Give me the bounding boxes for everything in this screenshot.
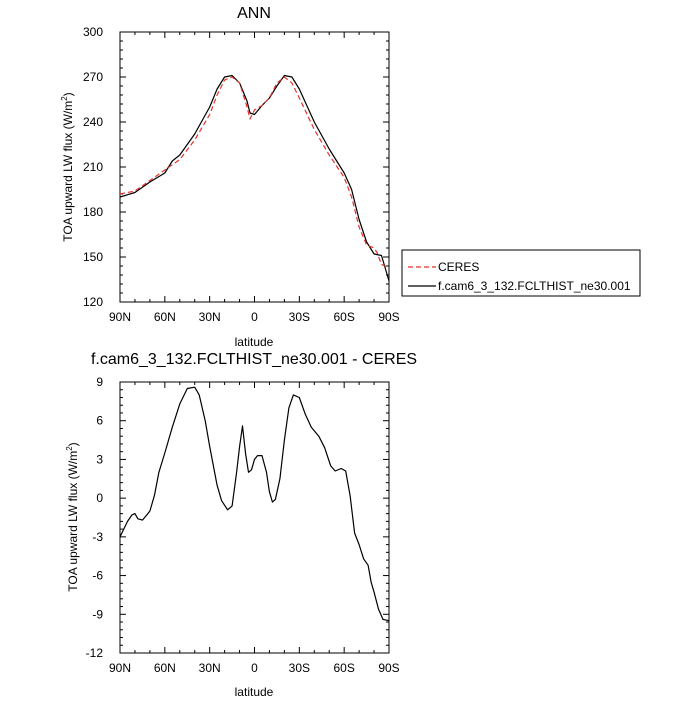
- y-axis-label-bottom-close: ): [66, 442, 80, 446]
- x-tick-label: 90N: [109, 661, 131, 675]
- tick-marks-top: [119, 31, 390, 303]
- chart-title-bottom: f.cam6_3_132.FCLTHIST_ne30.001 - CERES: [91, 351, 417, 368]
- x-tick-label: 30N: [199, 661, 221, 675]
- tick-marks-bottom: [119, 381, 390, 654]
- y-tick-label: -12: [86, 646, 104, 660]
- y-axis-label-bottom-main: TOA upward LW flux (W/m: [66, 451, 80, 592]
- legend-box: [401, 249, 641, 297]
- x-tick-label: 30S: [289, 310, 310, 324]
- chart-panel-top: ANN 90N 60N 30N 0 30S 60S 90S 120 150 180 210 240 2…: [60, 5, 641, 349]
- y-tick-label: 240: [83, 115, 103, 129]
- chart-panel-bottom: f.cam6_3_132.FCLTHIST_ne30.001 - CERES 9…: [65, 351, 417, 699]
- y-tick-label: -6: [92, 569, 103, 583]
- y-axis-label-bottom-sup: 2: [65, 446, 74, 451]
- y-tick-label: -3: [92, 530, 103, 544]
- y-axis-label-top-sup: 2: [60, 96, 69, 101]
- y-tick-label: 270: [83, 70, 103, 84]
- series-lines-top: [119, 74, 390, 282]
- x-tick-label: 60S: [333, 310, 354, 324]
- y-axis-label-bottom: TOA upward LW flux (W/m2): [65, 442, 80, 591]
- y-tick-label: 210: [83, 160, 103, 174]
- y-tick-label: 150: [83, 250, 103, 264]
- y-tick-label: 180: [83, 205, 103, 219]
- x-axis-label-bottom: latitude: [235, 685, 274, 699]
- x-tick-label: 90N: [109, 310, 131, 324]
- plot-frame-top: [119, 31, 390, 303]
- x-tick-labels-top: 90N 60N 30N 0 30S 60S 90S: [109, 310, 400, 324]
- y-tick-label: 300: [83, 25, 103, 39]
- chart-title-top: ANN: [237, 5, 271, 22]
- y-tick-label: 0: [96, 491, 103, 505]
- x-tick-label: 90S: [378, 661, 399, 675]
- y-tick-label: 120: [83, 295, 103, 309]
- x-tick-label: 30N: [199, 310, 221, 324]
- plot-frame-bottom: [119, 381, 390, 654]
- y-tick-labels-top: 120 150 180 210 240 270 300: [83, 25, 103, 309]
- x-tick-label: 60S: [333, 661, 354, 675]
- legend-label-ceres: CERES: [438, 260, 479, 274]
- legend: CERES f.cam6_3_132.FCLTHIST_ne30.001: [401, 249, 641, 297]
- x-tick-label: 0: [251, 661, 258, 675]
- x-tick-label: 0: [251, 310, 258, 324]
- y-tick-label: -9: [92, 607, 103, 621]
- legend-label-model: f.cam6_3_132.FCLTHIST_ne30.001: [438, 279, 631, 293]
- y-tick-labels-bottom: -12 -9 -6 -3 0 3 6 9: [86, 375, 104, 660]
- y-tick-label: 6: [96, 414, 103, 428]
- x-axis-label-top: latitude: [235, 335, 274, 349]
- x-tick-label: 60N: [154, 310, 176, 324]
- y-axis-label-top-main: TOA upward LW flux (W/m: [61, 101, 75, 242]
- y-tick-label: 9: [96, 375, 103, 389]
- x-tick-label: 60N: [154, 661, 176, 675]
- x-tick-label: 90S: [378, 310, 399, 324]
- x-tick-labels-bottom: 90N 60N 30N 0 30S 60S 90S: [109, 661, 400, 675]
- series-line-f-cam6-3-132-fclthist-ne30-001: [119, 74, 390, 282]
- y-axis-label-top-close: ): [61, 92, 75, 96]
- y-tick-label: 3: [96, 452, 103, 466]
- series-line-difference: [119, 386, 390, 622]
- x-tick-label: 30S: [289, 661, 310, 675]
- y-axis-label-top: TOA upward LW flux (W/m2): [60, 92, 75, 241]
- series-line-ceres: [119, 76, 390, 269]
- series-lines-bottom: [119, 386, 390, 622]
